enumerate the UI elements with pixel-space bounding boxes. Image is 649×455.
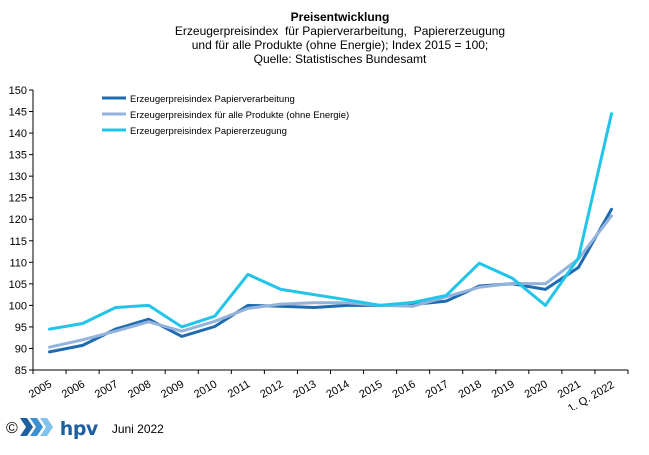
series-line-2 [48,214,613,349]
x-tick-label: 2016 [390,378,417,401]
x-tick-label: 2017 [423,378,450,401]
x-tick-label: 2015 [357,378,384,401]
x-tick-label: 2008 [126,378,153,401]
y-tick-label: 135 [9,150,27,162]
x-tick-label: 2013 [291,378,318,401]
y-tick-label: 125 [9,193,27,205]
y-tick-label: 120 [9,214,27,226]
y-tick-label: 90 [15,343,27,355]
chart-title: Preisentwicklung [290,10,390,24]
y-tick-label: 115 [9,236,27,248]
x-tick-label: 2011 [226,378,252,400]
y-tick-label: 105 [9,279,27,291]
chart-subtitle-line-1: Erzeugerpreisindex für Papierverarbeitun… [174,24,506,38]
chart-subtitle-line-3: Quelle: Statistisches Bundesamt [253,52,427,66]
y-tick-label: 140 [9,128,27,140]
x-tick-label: 2010 [192,378,219,401]
x-tick-label: 2018 [457,378,484,401]
y-tick-label: 130 [9,171,27,183]
legend-label-2: Erzeugerpreisindex für alle Produkte (oh… [130,110,349,121]
x-tick-label: 2009 [159,378,186,401]
line-chart: 85 90 95 100 105 110 115 120 125 130 135 140 145 150 2… [9,85,629,410]
x-tick-label: 2014 [324,378,351,401]
footer: © hpv Juni 2022 [6,417,164,441]
x-tick-label: 2020 [523,378,550,401]
x-tick-label: 2012 [258,378,285,401]
legend-label-3: Erzeugerpreisindex Papiererzeugung [130,126,287,137]
footer-date: Juni 2022 [111,422,164,436]
hpv-logo-text: hpv [59,418,99,440]
x-tick-label: 2007 [93,378,120,401]
series-line-3 [48,112,613,331]
y-tick-label: 150 [9,85,27,97]
copyright-symbol: © [6,420,18,437]
series-line-1 [48,207,613,354]
chart-title-block: Preisentwicklung Erzeugerpreisindex für … [150,10,530,66]
x-tick-label: 2019 [490,378,517,401]
y-tick-label: 145 [9,107,27,119]
y-tick-label: 85 [15,365,27,377]
x-tick-label: 2005 [27,378,54,401]
x-tick-label: 2006 [60,378,87,401]
legend-label-1: Erzeugerpreisindex Papierverarbeitung [130,94,295,105]
y-tick-label: 95 [15,322,27,334]
y-tick-label: 100 [9,300,27,312]
y-tick-label: 110 [9,257,27,269]
chart-subtitle-line-2: und für alle Produkte (ohne Energie); In… [191,38,489,52]
hpv-arrows-logo-icon [19,417,54,441]
